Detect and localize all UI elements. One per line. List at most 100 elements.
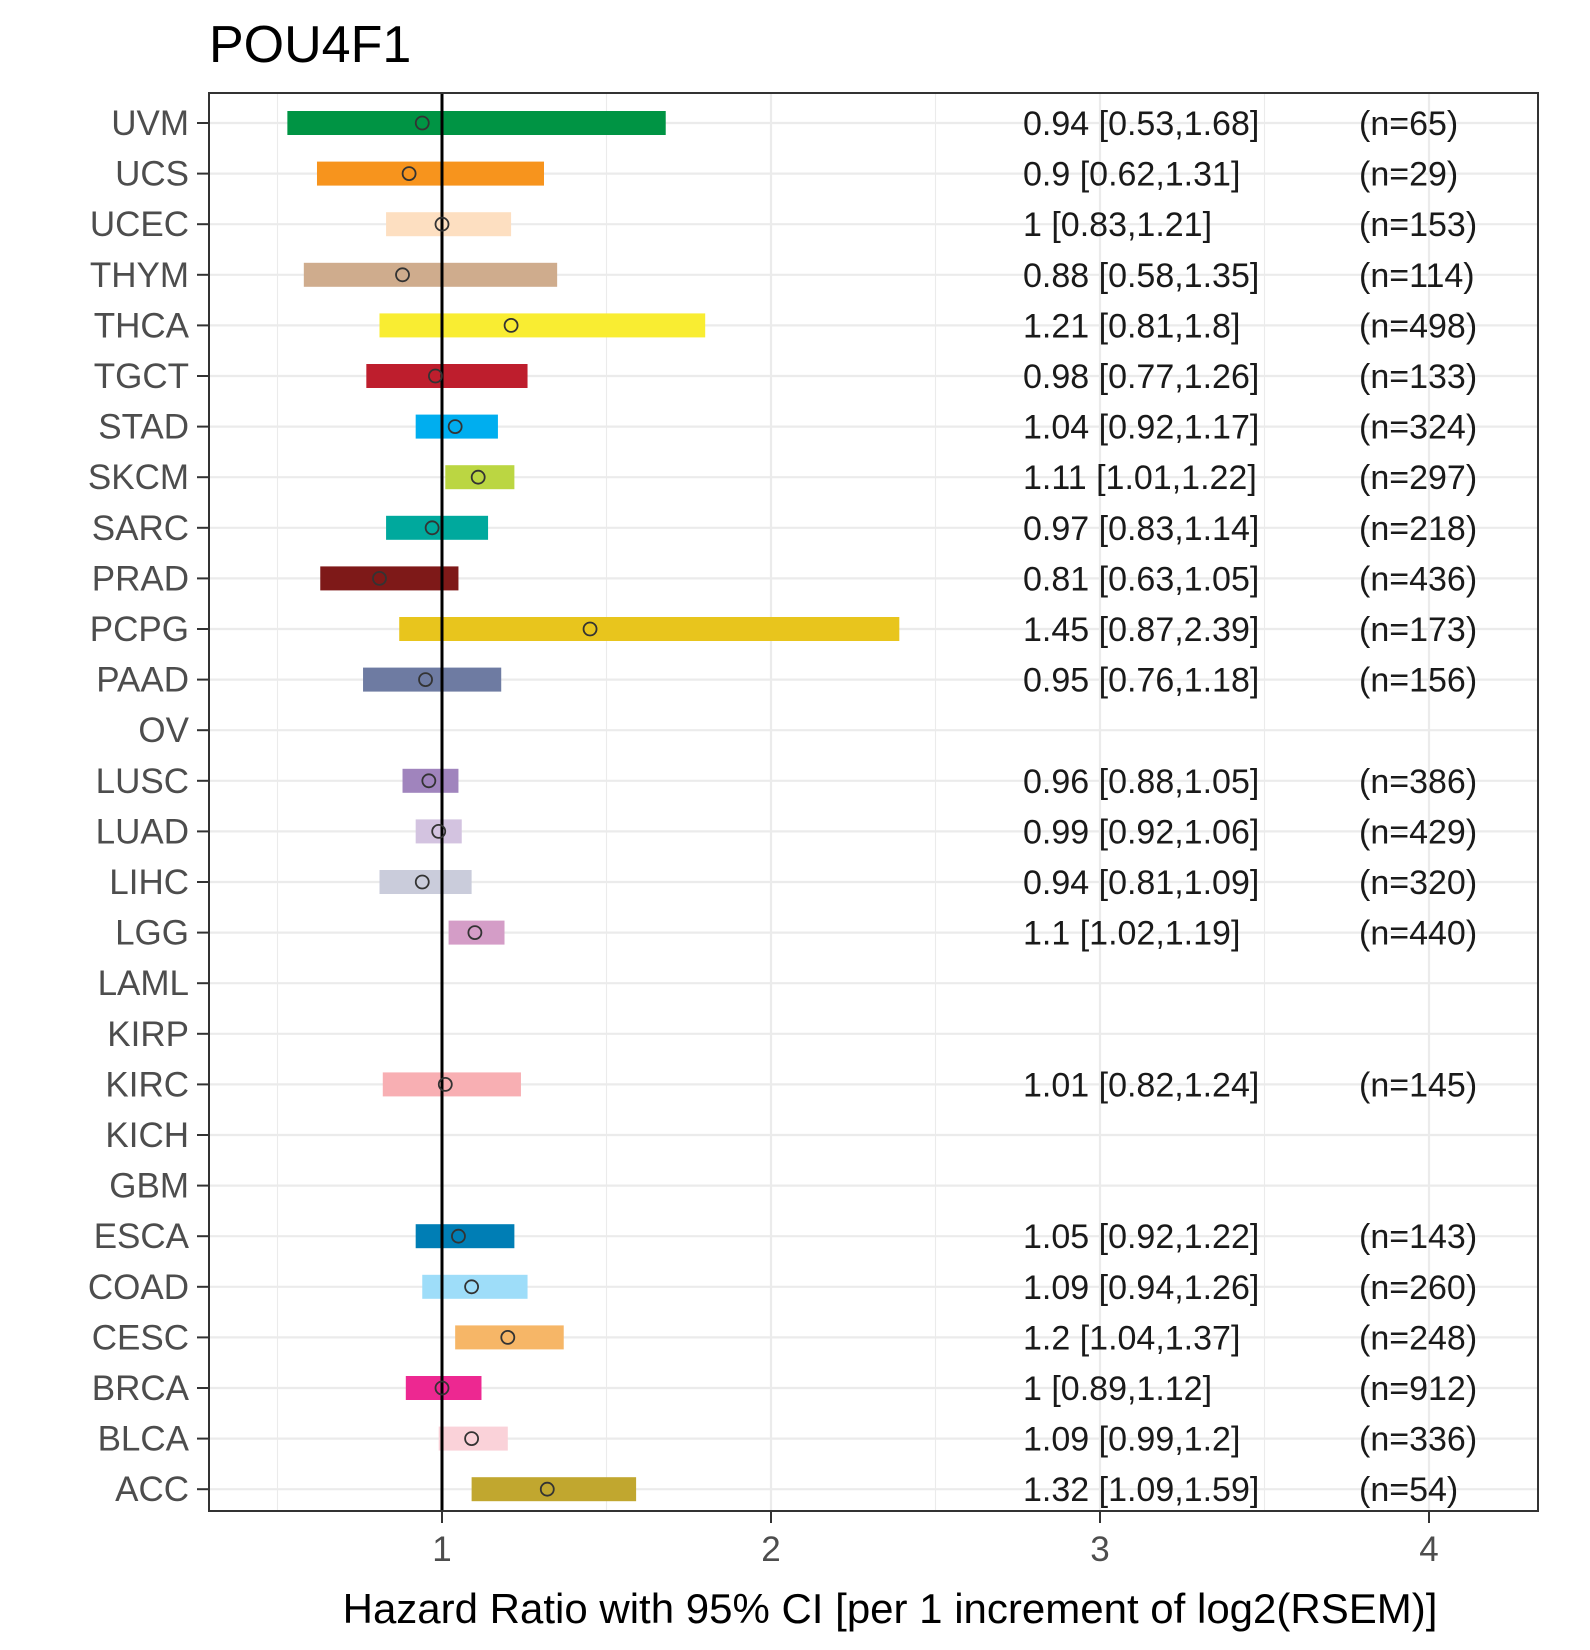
hr-point-luad — [431, 824, 447, 839]
hr-point-lusc — [421, 773, 437, 789]
ci-bar-sarc — [386, 515, 489, 540]
ci-bar-lgg — [448, 920, 505, 945]
y-tick-label-laml: LAML — [98, 964, 189, 1003]
n-label-kirc: (n=145) — [1359, 1066, 1477, 1104]
x-tick-label-1: 1 — [432, 1530, 451, 1569]
y-tick-label-lgg: LGG — [115, 914, 189, 953]
n-label-luad: (n=429) — [1359, 813, 1477, 851]
y-tick-label-ov: OV — [138, 711, 189, 750]
x-axis: 1 2 3 4 — [432, 1511, 1439, 1569]
ci-bar-ucs — [316, 161, 544, 186]
ci-bar-cesc — [455, 1325, 564, 1350]
hr-label-sarc: 0.97 [0.83,1.14] — [1023, 510, 1259, 548]
ci-bar-uvm — [287, 111, 666, 135]
hr-label-esca: 1.05 [0.92,1.22] — [1023, 1218, 1259, 1256]
hr-point-thca — [503, 317, 519, 333]
hr-label-ucs: 0.9 [0.62,1.31] — [1023, 156, 1240, 194]
y-tick-label-coad: COAD — [88, 1268, 189, 1307]
y-tick-label-paad: PAAD — [96, 661, 189, 700]
y-tick-label-thca: THCA — [94, 306, 190, 345]
hr-point-paad — [418, 672, 433, 687]
ci-bar-pcpg — [399, 617, 900, 641]
hr-point-blca — [464, 1431, 480, 1446]
x-axis-title: Hazard Ratio with 95% CI [per 1 incremen… — [343, 1585, 1438, 1632]
hr-point-lihc — [414, 874, 430, 890]
hr-point-thym — [395, 267, 410, 283]
y-tick-label-esca: ESCA — [94, 1217, 190, 1256]
n-label-cesc: (n=248) — [1359, 1319, 1477, 1357]
hr-label-tgct: 0.98 [0.77,1.26] — [1023, 358, 1259, 396]
y-tick-label-lihc: LIHC — [109, 863, 189, 902]
hr-point-kirc — [437, 1077, 453, 1092]
hr-point-pcpg — [582, 621, 598, 637]
x-tick-label-3: 3 — [1090, 1530, 1109, 1569]
hr-label-lusc: 0.96 [0.88,1.05] — [1023, 763, 1259, 801]
hr-point-acc — [539, 1481, 555, 1497]
y-tick-label-stad: STAD — [98, 408, 189, 447]
ci-bar-skcm — [445, 465, 515, 490]
ci-bar-prad — [320, 566, 459, 591]
hr-point-sarc — [424, 520, 440, 536]
hr-label-lgg: 1.1 [1.02,1.19] — [1023, 915, 1240, 953]
ci-bar-stad — [415, 414, 498, 439]
y-tick-label-kirp: KIRP — [107, 1015, 189, 1054]
n-label-acc: (n=54) — [1359, 1471, 1458, 1509]
n-label-brca: (n=912) — [1359, 1370, 1477, 1408]
hr-label-stad: 1.04 [0.92,1.17] — [1023, 409, 1259, 447]
ci-bar-thca — [379, 313, 706, 338]
hr-point-tgct — [428, 368, 443, 384]
ci-bar-lusc — [402, 768, 459, 793]
hr-label-cesc: 1.2 [1.04,1.37] — [1023, 1319, 1240, 1357]
hr-point-stad — [447, 419, 463, 435]
y-tick-label-sarc: SARC — [92, 509, 189, 548]
y-tick-label-gbm: GBM — [109, 1167, 189, 1206]
hr-points — [372, 115, 598, 1497]
n-label-ucs: (n=29) — [1359, 156, 1458, 194]
ci-bar-lihc — [379, 870, 472, 894]
hr-point-esca — [451, 1228, 466, 1244]
y-tick-label-kich: KICH — [105, 1116, 189, 1155]
y-tick-label-pcpg: PCPG — [90, 610, 189, 649]
ci-bar-blca — [438, 1426, 508, 1451]
y-tick-label-lusc: LUSC — [96, 762, 189, 801]
hr-point-coad — [464, 1279, 480, 1295]
hr-label-kirc: 1.01 [0.82,1.24] — [1023, 1066, 1259, 1104]
y-tick-label-ucs: UCS — [115, 155, 189, 194]
n-label-thym: (n=114) — [1359, 257, 1475, 295]
n-label-thca: (n=498) — [1359, 307, 1477, 345]
hr-point-lgg — [467, 925, 483, 940]
y-tick-label-luad: LUAD — [96, 812, 189, 851]
hr-text-column: 0.94 [0.53,1.68] 0.9 [0.62,1.31] 1 [0.83,1… — [1023, 105, 1259, 1509]
y-tick-label-brca: BRCA — [92, 1369, 190, 1408]
n-label-prad: (n=436) — [1359, 560, 1477, 598]
hr-label-skcm: 1.11 [1.01,1.22] — [1023, 459, 1257, 497]
n-label-uvm: (n=65) — [1359, 105, 1458, 143]
hr-point-ucec — [434, 216, 450, 232]
hr-label-prad: 0.81 [0.63,1.05] — [1023, 560, 1259, 598]
n-label-pcpg: (n=173) — [1359, 611, 1477, 649]
hr-label-lihc: 0.94 [0.81,1.09] — [1023, 864, 1259, 902]
n-label-lgg: (n=440) — [1359, 915, 1477, 953]
hr-label-thca: 1.21 [0.81,1.8] — [1023, 307, 1240, 345]
y-tick-label-thym: THYM — [90, 256, 189, 295]
y-tick-label-kirc: KIRC — [105, 1065, 189, 1104]
hr-point-uvm — [414, 115, 430, 131]
hr-label-pcpg: 1.45 [0.87,2.39] — [1023, 611, 1259, 649]
ci-bar-coad — [422, 1274, 528, 1299]
y-tick-label-skcm: SKCM — [88, 458, 189, 497]
n-label-paad: (n=156) — [1359, 662, 1477, 700]
hr-point-skcm — [470, 469, 486, 485]
hr-point-prad — [372, 571, 387, 586]
hr-label-ucec: 1 [0.83,1.21] — [1023, 206, 1212, 244]
n-label-sarc: (n=218) — [1359, 510, 1477, 548]
ci-bar-tgct — [366, 364, 528, 388]
n-label-coad: (n=260) — [1359, 1269, 1477, 1307]
n-label-lusc: (n=386) — [1359, 763, 1477, 801]
hr-label-acc: 1.32 [1.09,1.59] — [1023, 1471, 1259, 1509]
y-tick-label-acc: ACC — [115, 1470, 189, 1509]
ci-bars — [287, 111, 900, 1502]
n-label-stad: (n=324) — [1359, 409, 1477, 447]
y-tick-label-cesc: CESC — [92, 1318, 189, 1357]
hr-label-paad: 0.95 [0.76,1.18] — [1023, 662, 1259, 700]
